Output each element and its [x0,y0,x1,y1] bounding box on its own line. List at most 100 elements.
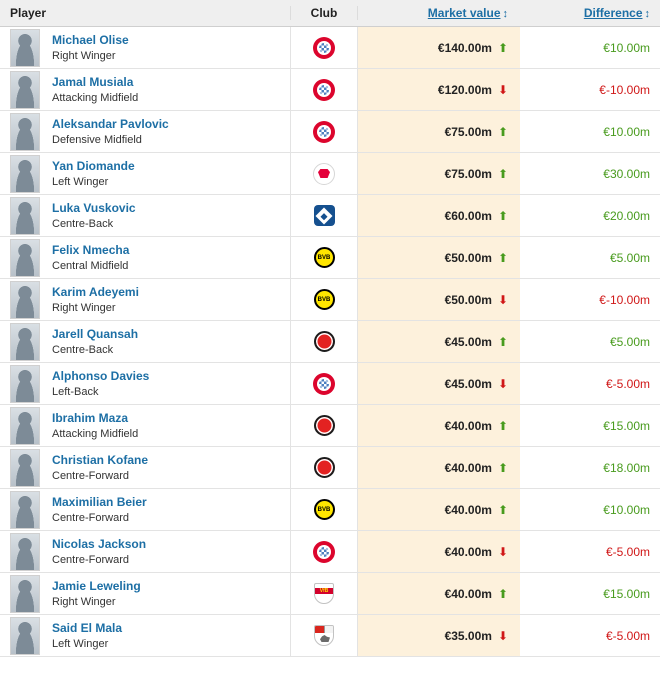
player-photo [10,154,40,193]
koeln-goat-mark [320,635,330,642]
table-row: Jamie Leweling Right Winger VfB €40.00m … [0,573,660,615]
player-name-link[interactable]: Karim Adeyemi [52,285,139,299]
difference-value: €10.00m [603,124,650,139]
difference-value: €20.00m [603,208,650,223]
bayern-munich-crest-icon[interactable] [313,120,335,143]
column-header-market-value-sort[interactable]: Market value [427,6,501,20]
table-row: Yan Diomande Left Winger €75.00m ⬆ €30.0… [0,153,660,195]
market-value: €35.00m [444,628,492,643]
market-value: €40.00m [444,502,492,517]
player-photo [10,70,40,109]
column-header-player: Player [10,6,47,20]
vfb-stuttgart-crest-icon[interactable]: VfB [314,583,334,604]
player-position: Centre-Back [52,218,114,230]
bayern-munich-crest-icon[interactable] [313,372,335,395]
table-row: Said El Mala Left Winger €35.00m ⬇ €-5.0… [0,615,660,657]
player-position: Centre-Forward [52,512,130,524]
bayer-leverkusen-crest-icon[interactable] [313,415,335,436]
player-position: Left-Back [52,386,99,398]
market-value: €75.00m [444,124,492,139]
player-name-link[interactable]: Jamal Musiala [52,75,134,89]
bayern-munich-crest-icon[interactable] [313,540,335,563]
player-name-link[interactable]: Aleksandar Pavlovic [52,117,169,131]
trend-up-icon: ⬆ [497,502,508,517]
trend-up-icon: ⬆ [497,418,508,433]
player-photo [10,364,40,403]
trend-down-icon: ⬇ [497,628,508,643]
trend-up-icon: ⬆ [497,40,508,55]
player-name-link[interactable]: Felix Nmecha [52,243,130,257]
player-name-link[interactable]: Alphonso Davies [52,369,150,383]
table-row: Jarell Quansah Centre-Back €45.00m ⬆ €5.… [0,321,660,363]
difference-value: €-5.00m [605,544,650,559]
player-name-link[interactable]: Nicolas Jackson [52,537,147,551]
table-row: Karim Adeyemi Right Winger BVB €50.00m ⬇… [0,279,660,321]
player-name-link[interactable]: Luka Vuskovic [52,201,136,215]
trend-down-icon: ⬇ [497,544,508,559]
player-photo [10,406,40,445]
market-value: €50.00m [444,250,492,265]
difference-value: €15.00m [603,586,650,601]
trend-up-icon: ⬆ [497,250,508,265]
fc-koeln-crest-icon[interactable] [314,625,334,646]
market-value: €40.00m [444,460,492,475]
market-value: €120.00m [437,82,492,97]
player-name-link[interactable]: Maximilian Beier [52,495,147,509]
difference-value: €10.00m [603,40,650,55]
player-position: Left Winger [52,176,109,188]
player-position: Centre-Forward [52,470,130,482]
market-value: €75.00m [444,166,492,181]
player-position: Defensive Midfield [52,134,142,146]
player-name-link[interactable]: Michael Olise [52,33,129,47]
trend-up-icon: ⬆ [497,208,508,223]
bayer-leverkusen-crest-icon[interactable] [313,331,335,352]
borussia-dortmund-crest-icon[interactable]: BVB [313,289,335,310]
player-name-link[interactable]: Jarell Quansah [52,327,139,341]
difference-value: €-5.00m [605,628,650,643]
player-position: Centre-Forward [52,554,130,566]
table-row: Jamal Musiala Attacking Midfield €120.00… [0,69,660,111]
market-value: €45.00m [444,334,492,349]
bayern-munich-crest-icon[interactable] [313,78,335,101]
difference-value: €5.00m [609,334,650,349]
rb-leipzig-crest-icon[interactable] [313,162,335,185]
player-photo [10,280,40,319]
sort-arrows-icon[interactable]: ↕ [502,8,509,20]
player-name-link[interactable]: Yan Diomande [52,159,135,173]
player-name-link[interactable]: Christian Kofane [52,453,149,467]
player-photo [10,448,40,487]
borussia-dortmund-crest-icon[interactable]: BVB [313,499,335,520]
borussia-dortmund-crest-icon[interactable]: BVB [313,247,335,268]
player-position: Attacking Midfield [52,428,139,440]
player-position: Centre-Back [52,344,114,356]
trend-up-icon: ⬆ [497,124,508,139]
hamburger-sv-crest-icon[interactable] [313,205,335,226]
table-row: Christian Kofane Centre-Forward €40.00m … [0,447,660,489]
player-photo [10,532,40,571]
difference-value: €10.00m [603,502,650,517]
trend-down-icon: ⬇ [497,376,508,391]
player-position: Central Midfield [52,260,129,272]
bayern-munich-crest-icon[interactable] [313,36,335,59]
trend-up-icon: ⬆ [497,166,508,181]
player-name-link[interactable]: Ibrahim Maza [52,411,129,425]
vfb-crest-band: VfB [315,588,333,594]
player-photo [10,196,40,235]
table-header: Player Club Market value ↕ Difference ↕ [0,0,660,27]
bayer-leverkusen-crest-icon[interactable] [313,457,335,478]
trend-up-icon: ⬆ [497,334,508,349]
table-row: Luka Vuskovic Centre-Back €60.00m ⬆ €20.… [0,195,660,237]
difference-value: €18.00m [603,460,650,475]
player-photo [10,616,40,655]
sort-arrows-icon[interactable]: ↕ [644,8,651,20]
player-name-link[interactable]: Jamie Leweling [52,579,141,593]
player-name-link[interactable]: Said El Mala [52,621,123,635]
difference-value: €-5.00m [605,376,650,391]
table-row: Alphonso Davies Left-Back €45.00m ⬇ €-5.… [0,363,660,405]
difference-value: €15.00m [603,418,650,433]
market-value: €60.00m [444,208,492,223]
difference-value: €5.00m [609,250,650,265]
market-value: €45.00m [444,376,492,391]
column-header-difference-sort[interactable]: Difference [583,6,643,20]
player-photo [10,322,40,361]
